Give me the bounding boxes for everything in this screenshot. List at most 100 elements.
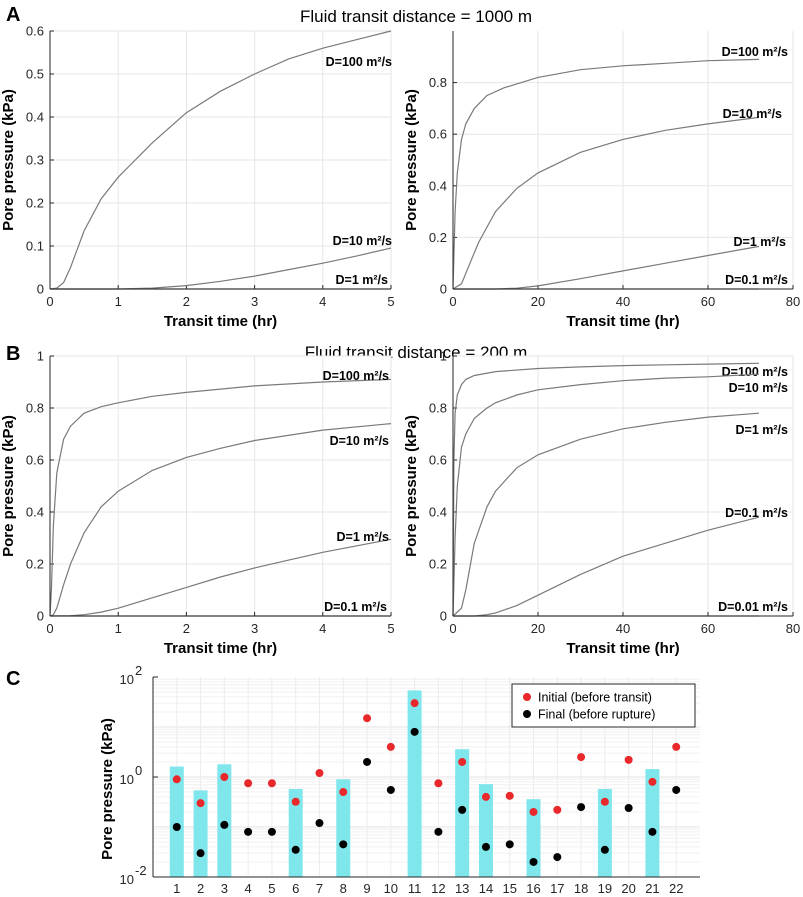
point-final xyxy=(172,823,181,831)
y-tick-label: 0.6 xyxy=(429,453,447,468)
y-tick-label: 0.5 xyxy=(26,67,44,82)
point-initial xyxy=(244,779,253,788)
y-tick-label: 0.2 xyxy=(429,230,447,245)
point-final xyxy=(244,827,253,836)
y-axis-label: Pore pressure (kPa) xyxy=(0,415,17,557)
point-initial xyxy=(481,792,490,801)
x-tick-label: 5 xyxy=(268,881,275,896)
y-tick-label: 0.2 xyxy=(429,557,447,572)
point-initial xyxy=(363,714,372,723)
point-initial xyxy=(291,797,300,806)
point-final xyxy=(220,820,229,829)
x-tick-label: 3 xyxy=(221,881,228,896)
point-final xyxy=(196,849,205,858)
x-axis-label: Transit time (hr) xyxy=(164,640,277,657)
series-line-3 xyxy=(452,412,760,617)
y-tick-label: 10 xyxy=(120,672,134,687)
y-tick-label: 1 xyxy=(440,349,447,364)
highlight-bar xyxy=(193,790,208,877)
x-tick-label: 1 xyxy=(115,294,122,309)
x-tick-label: 60 xyxy=(701,621,715,636)
series-label: D=10 m²/s xyxy=(723,107,782,121)
series-label: D=10 m²/s xyxy=(333,234,392,248)
x-tick-label: 2 xyxy=(197,881,204,896)
series-line-1 xyxy=(452,58,760,290)
point-final xyxy=(600,845,609,854)
highlight-bar xyxy=(169,766,184,877)
highlight-bar xyxy=(407,690,422,877)
legend-box xyxy=(511,683,696,728)
point-initial xyxy=(529,807,538,816)
x-tick-label: 5 xyxy=(387,621,394,636)
x-tick-label: 10 xyxy=(384,881,398,896)
x-tick-label: 3 xyxy=(251,294,258,309)
x-axis-label: Event xyxy=(406,895,447,897)
point-final xyxy=(529,857,538,866)
y-tick-exponent: -2 xyxy=(135,863,147,878)
point-initial xyxy=(553,805,562,814)
x-tick-label: 11 xyxy=(408,881,422,896)
x-tick-label: 8 xyxy=(340,881,347,896)
y-tick-label: 0.6 xyxy=(26,24,44,39)
y-tick-label: 0.6 xyxy=(26,453,44,468)
x-tick-label: 16 xyxy=(526,881,540,896)
point-final xyxy=(577,803,586,812)
series-label: D=0.01 m²/s xyxy=(718,600,788,614)
series-line-1 xyxy=(49,378,392,617)
y-tick-label: 0.8 xyxy=(26,401,44,416)
point-initial xyxy=(220,773,229,781)
x-tick-label: 1 xyxy=(173,881,180,896)
y-tick-label: 0.4 xyxy=(26,505,44,520)
series-line-1 xyxy=(452,362,760,617)
y-tick-exponent: 0 xyxy=(135,763,142,778)
y-axis-label: Pore pressure (kPa) xyxy=(403,415,420,557)
x-tick-label: 4 xyxy=(319,294,326,309)
panel-letter-c: C xyxy=(6,668,20,690)
y-tick-label: 0.2 xyxy=(26,557,44,572)
point-initial xyxy=(600,797,609,806)
series-label: D=0.1 m²/s xyxy=(725,273,788,287)
point-final xyxy=(267,827,276,836)
point-initial xyxy=(505,791,514,800)
x-tick-label: 13 xyxy=(455,881,469,896)
point-final xyxy=(672,785,681,794)
series-line-2 xyxy=(452,373,760,617)
x-axis-label: Transit time (hr) xyxy=(164,313,277,330)
chart-B-right: 0 20 40 60 80 0 0.2 0.4 0.6 0.8 1 D=100 m²/s D=10 m²… xyxy=(403,349,800,658)
panel-letter-a: A xyxy=(6,4,20,26)
point-initial xyxy=(386,742,395,751)
series-label: D=1 m²/s xyxy=(736,423,789,437)
series-label: D=100 m²/s xyxy=(326,55,392,69)
point-final xyxy=(434,827,443,836)
x-tick-label: 2 xyxy=(183,294,190,309)
series-label: D=1 m²/s xyxy=(337,530,390,544)
x-tick-label: 19 xyxy=(598,881,612,896)
x-tick-label: 17 xyxy=(550,881,564,896)
x-tick-label: 60 xyxy=(701,294,715,309)
y-tick-label: 0.4 xyxy=(429,505,447,520)
series-label: D=100 m²/s xyxy=(722,45,788,59)
point-final xyxy=(553,853,562,862)
x-tick-label: 15 xyxy=(503,881,517,896)
y-tick-label: 0 xyxy=(440,282,447,297)
legend-label: Final (before rupture) xyxy=(538,708,655,722)
point-final xyxy=(363,757,372,766)
point-final xyxy=(410,727,419,736)
y-tick-label: 10 xyxy=(120,872,134,887)
x-tick-label: 80 xyxy=(786,294,800,309)
point-final xyxy=(505,840,514,849)
series-label: D=0.1 m²/s xyxy=(725,506,788,520)
point-initial xyxy=(672,742,681,751)
x-tick-label: 12 xyxy=(431,881,445,896)
series-line-2 xyxy=(49,423,392,617)
highlight-bar xyxy=(336,779,351,877)
point-initial xyxy=(648,777,657,786)
x-tick-label: 7 xyxy=(316,881,323,896)
point-initial xyxy=(577,753,586,762)
series-line-4 xyxy=(453,516,760,617)
panel-letter-b: B xyxy=(6,343,20,365)
series-label: D=10 m²/s xyxy=(330,434,389,448)
point-initial xyxy=(315,769,324,778)
x-tick-label: 0 xyxy=(449,294,456,309)
